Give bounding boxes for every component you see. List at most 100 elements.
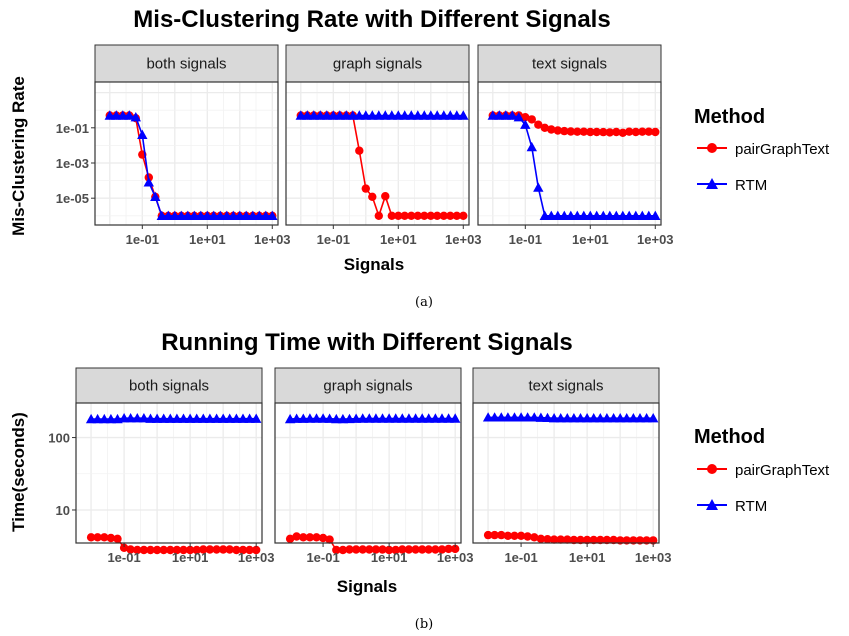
data-point-pairgraphtext bbox=[451, 544, 460, 554]
x-tick-label: 1e+03 bbox=[238, 550, 275, 565]
chart-a-ylabel: Mis-Clustering Rate bbox=[9, 76, 28, 236]
data-point-pairgraphtext bbox=[86, 533, 96, 542]
panel-border bbox=[75, 402, 263, 544]
data-point-pairgraphtext bbox=[232, 545, 241, 555]
data-point-pairgraphtext bbox=[345, 545, 354, 554]
chart-b-title: Running Time with Different Signals bbox=[161, 329, 573, 356]
data-point-rtm bbox=[337, 413, 349, 424]
data-point-rtm bbox=[601, 413, 613, 423]
data-point-rtm bbox=[176, 210, 187, 220]
x-tick-label: 1e+03 bbox=[437, 550, 474, 565]
plot-background bbox=[478, 82, 661, 225]
chart-a-y-ticks: 1e-01 1e-03 1e-05 bbox=[56, 121, 95, 206]
data-point-pairgraphtext bbox=[547, 125, 556, 134]
data-point-pairgraphtext bbox=[407, 211, 416, 220]
data-point-rtm bbox=[321, 110, 332, 120]
chart-a-legend-marker-pairgraphtext bbox=[707, 143, 717, 153]
data-point-rtm bbox=[169, 210, 180, 220]
x-tick-label: 1e-01 bbox=[317, 232, 350, 247]
data-point-pairgraphtext bbox=[245, 545, 254, 555]
data-point-rtm bbox=[370, 413, 382, 423]
data-point-rtm bbox=[367, 110, 378, 120]
data-point-pairgraphtext bbox=[536, 534, 546, 543]
data-point-rtm bbox=[542, 412, 553, 422]
chart-a-panels: 1e-01 1e-03 1e-05 both signals 1e-01 1e+01 1e+… bbox=[56, 44, 674, 247]
plot-background bbox=[76, 403, 262, 543]
data-point-rtm bbox=[244, 413, 255, 423]
data-point-pairgraphtext bbox=[185, 545, 195, 555]
data-point-rtm bbox=[145, 413, 156, 423]
data-point-rtm bbox=[254, 210, 265, 220]
series-pairgraphtext bbox=[483, 530, 658, 545]
data-point-rtm bbox=[189, 210, 200, 220]
data-point-rtm bbox=[130, 112, 141, 122]
data-point-rtm bbox=[354, 110, 365, 120]
data-point-pairgraphtext bbox=[618, 128, 627, 137]
data-point-rtm bbox=[403, 413, 415, 423]
data-point-rtm bbox=[156, 210, 167, 220]
data-point-pairgraphtext bbox=[605, 128, 614, 137]
data-point-rtm bbox=[412, 110, 423, 120]
data-point-rtm bbox=[450, 413, 461, 423]
data-point-pairgraphtext bbox=[387, 211, 396, 220]
data-point-pairgraphtext bbox=[589, 535, 598, 545]
panel-border bbox=[477, 81, 662, 226]
data-point-pairgraphtext bbox=[378, 545, 387, 554]
chart-b-legend: Method pairGraphText RTM bbox=[694, 426, 830, 515]
data-point-pairgraphtext bbox=[560, 126, 569, 136]
x-ticks: 1e-01 1e+01 1e+03 bbox=[126, 225, 291, 247]
data-point-rtm bbox=[430, 413, 441, 423]
chart-a-panel-text-signals: text signals 1e-01 1e+01 1e+03 bbox=[477, 44, 674, 247]
chart-b-ylabel: Time(seconds) bbox=[9, 412, 28, 532]
data-point-pairgraphtext bbox=[490, 530, 499, 540]
chart-b: Running Time with Different Signals Sign… bbox=[9, 329, 830, 632]
data-point-pairgraphtext bbox=[534, 120, 543, 129]
data-point-rtm bbox=[496, 412, 507, 422]
plot-background bbox=[473, 403, 659, 543]
x-tick-label: 1e-01 bbox=[306, 550, 339, 565]
data-point-rtm bbox=[410, 413, 421, 423]
data-point-rtm bbox=[218, 413, 229, 423]
data-point-rtm bbox=[588, 413, 599, 423]
data-point-rtm bbox=[92, 413, 103, 424]
data-point-rtm bbox=[221, 210, 232, 220]
x-tick-label: 1e+01 bbox=[380, 232, 417, 247]
strip-label: both signals bbox=[146, 56, 226, 73]
chart-b-panel-both-signals: both signals 1e-01 1e+01 1e+03 bbox=[75, 367, 275, 565]
x-tick-label: 1e+03 bbox=[637, 232, 674, 247]
data-point-pairgraphtext bbox=[100, 533, 109, 542]
data-point-pairgraphtext bbox=[651, 127, 660, 137]
x-ticks: 1e-01 1e+01 1e+03 bbox=[509, 225, 674, 247]
data-point-rtm bbox=[204, 413, 216, 423]
data-point-pairgraphtext bbox=[318, 533, 328, 543]
data-point-pairgraphtext bbox=[569, 535, 579, 545]
data-point-rtm bbox=[380, 110, 391, 120]
data-point-pairgraphtext bbox=[305, 533, 315, 542]
data-point-rtm bbox=[487, 110, 498, 120]
chart-a-y-tick-label: 1e-03 bbox=[56, 156, 89, 171]
data-point-pairgraphtext bbox=[582, 535, 592, 545]
data-point-pairgraphtext bbox=[212, 545, 221, 554]
chart-a-panel-both-signals: both signals 1e-01 1e+01 1e+03 bbox=[94, 44, 291, 247]
chart-b-legend-marker-rtm bbox=[706, 499, 718, 510]
data-point-pairgraphtext bbox=[596, 535, 605, 545]
data-point-pairgraphtext bbox=[159, 545, 168, 555]
chart-a-legend-title: Method bbox=[694, 106, 765, 128]
data-point-rtm bbox=[184, 413, 196, 423]
data-point-rtm bbox=[308, 110, 319, 120]
chart-a: Mis-Clustering Rate with Different Signa… bbox=[9, 6, 830, 310]
data-point-pairgraphtext bbox=[631, 127, 640, 137]
data-point-rtm bbox=[548, 413, 560, 423]
data-point-pairgraphtext bbox=[566, 127, 575, 136]
data-point-rtm bbox=[191, 413, 202, 423]
chart-b-legend-title: Method bbox=[694, 426, 765, 448]
data-point-pairgraphtext bbox=[133, 545, 142, 555]
data-point-rtm bbox=[215, 210, 226, 220]
chart-a-caption: (a) bbox=[415, 295, 433, 310]
x-tick-label: 1e+01 bbox=[189, 232, 226, 247]
data-point-rtm bbox=[125, 413, 136, 423]
data-point-pairgraphtext bbox=[426, 211, 435, 220]
data-point-pairgraphtext bbox=[553, 126, 562, 135]
data-point-pairgraphtext bbox=[381, 192, 390, 201]
data-point-rtm bbox=[608, 413, 619, 423]
